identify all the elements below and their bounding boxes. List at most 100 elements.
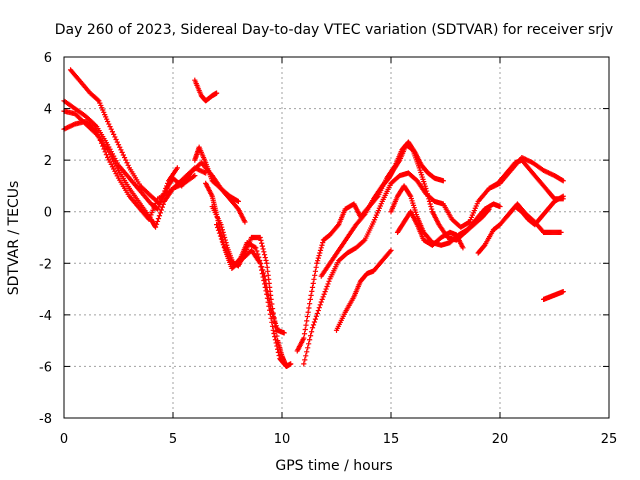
- data-point: [156, 213, 163, 219]
- data-point: [318, 299, 324, 305]
- data-point: [323, 286, 329, 292]
- data-point: [101, 146, 107, 152]
- series-track-c: [61, 118, 198, 223]
- data-point: [271, 330, 277, 337]
- data-point: [154, 218, 161, 225]
- data-point: [117, 144, 123, 150]
- data-point: [309, 288, 315, 294]
- data-point: [221, 232, 227, 238]
- data-point: [95, 132, 101, 138]
- y-axis-label: SDTVAR / TECUs: [6, 181, 22, 296]
- data-point: [307, 337, 313, 343]
- data-point: [270, 327, 276, 333]
- y-tick-label: 0: [44, 206, 52, 221]
- data-point: [304, 313, 311, 320]
- data-point: [313, 313, 319, 319]
- series-track-m: [333, 247, 394, 333]
- data-point: [325, 281, 331, 287]
- data-point: [108, 126, 114, 132]
- y-tick-label: 4: [44, 103, 52, 118]
- data-point: [100, 143, 106, 149]
- data-point: [217, 233, 224, 239]
- data-point: [220, 242, 226, 248]
- data-point: [96, 134, 102, 141]
- series-track-i: [214, 222, 289, 370]
- x-tick-label: 20: [492, 432, 509, 447]
- data-point: [111, 131, 117, 137]
- data-point: [215, 227, 222, 233]
- data-point: [307, 296, 313, 302]
- data-point: [424, 191, 430, 197]
- x-tick-label: 25: [601, 432, 618, 447]
- data-point: [324, 283, 330, 290]
- data-point: [326, 278, 332, 284]
- data-point: [304, 318, 310, 324]
- y-tick-label: -6: [39, 360, 52, 375]
- series-track-s: [541, 289, 566, 302]
- data-point: [158, 207, 164, 213]
- data-point: [269, 323, 276, 329]
- data-point: [315, 258, 321, 264]
- data-point: [425, 193, 431, 199]
- data-point: [303, 322, 309, 328]
- data-point: [309, 325, 316, 331]
- data-point: [310, 322, 317, 328]
- data-point: [265, 299, 271, 305]
- data-point: [426, 198, 433, 204]
- data-point: [283, 362, 289, 369]
- data-point: [109, 129, 116, 135]
- data-point: [235, 198, 241, 204]
- data-point: [320, 294, 326, 300]
- data-point: [218, 222, 224, 228]
- data-point: [272, 334, 278, 340]
- data-point: [223, 240, 229, 246]
- data-point: [119, 149, 125, 156]
- data-point: [121, 154, 128, 161]
- data-point: [305, 345, 311, 351]
- data-point: [161, 191, 167, 197]
- data-point: [97, 137, 103, 143]
- data-point: [320, 240, 326, 246]
- data-point: [314, 260, 320, 266]
- data-point: [220, 229, 226, 235]
- data-point: [222, 237, 228, 243]
- data-point: [312, 316, 319, 322]
- data-point: [440, 178, 446, 184]
- data-point: [152, 224, 159, 230]
- data-point: [267, 311, 273, 317]
- data-point: [165, 180, 171, 186]
- data-point: [321, 291, 327, 297]
- data-point: [214, 90, 220, 96]
- data-point: [118, 147, 124, 153]
- data-point: [107, 124, 113, 130]
- data-point: [94, 129, 100, 135]
- data-point: [114, 139, 120, 145]
- data-point: [260, 246, 266, 252]
- data-point: [123, 157, 129, 163]
- series-track-j: [294, 139, 446, 354]
- data-point: [317, 250, 323, 256]
- data-point: [429, 206, 435, 212]
- data-point: [308, 329, 315, 335]
- data-point: [124, 160, 130, 166]
- series-track-r: [503, 193, 566, 228]
- data-point: [428, 203, 434, 210]
- data-point: [162, 188, 168, 194]
- series-track-h: [209, 203, 287, 336]
- data-point: [315, 255, 321, 261]
- data-point: [112, 134, 118, 140]
- data-point: [259, 240, 265, 246]
- data-point: [497, 203, 503, 210]
- data-point: [216, 230, 223, 236]
- data-point: [273, 340, 279, 346]
- data-point: [115, 142, 122, 148]
- data-point: [301, 335, 307, 341]
- data-point: [426, 196, 432, 202]
- data-point: [560, 289, 566, 295]
- data-point: [261, 281, 268, 287]
- y-tick-label: -4: [39, 309, 52, 324]
- x-tick-label: 15: [383, 432, 400, 447]
- data-point: [261, 252, 268, 258]
- data-point: [258, 237, 264, 243]
- data-point: [427, 201, 433, 207]
